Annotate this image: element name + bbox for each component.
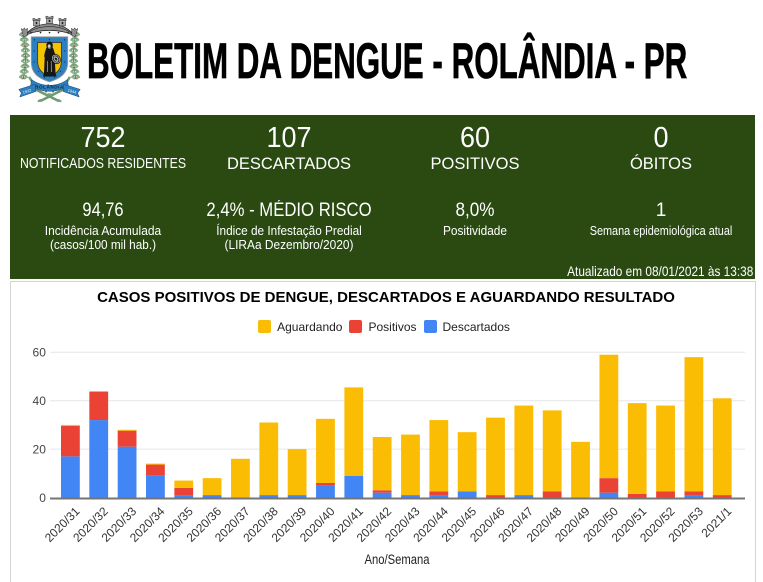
svg-text:40: 40	[33, 394, 47, 408]
svg-text:1932: 1932	[22, 87, 33, 95]
svg-text:1944: 1944	[67, 87, 78, 95]
svg-text:0: 0	[39, 491, 46, 505]
svg-text:20: 20	[33, 442, 47, 456]
svg-text:60: 60	[33, 346, 47, 360]
svg-text:Ano/Semana: Ano/Semana	[365, 552, 430, 567]
svg-text:ROLÂNDIA: ROLÂNDIA	[35, 83, 64, 89]
svg-text:2021/1: 2021/1	[698, 504, 734, 540]
